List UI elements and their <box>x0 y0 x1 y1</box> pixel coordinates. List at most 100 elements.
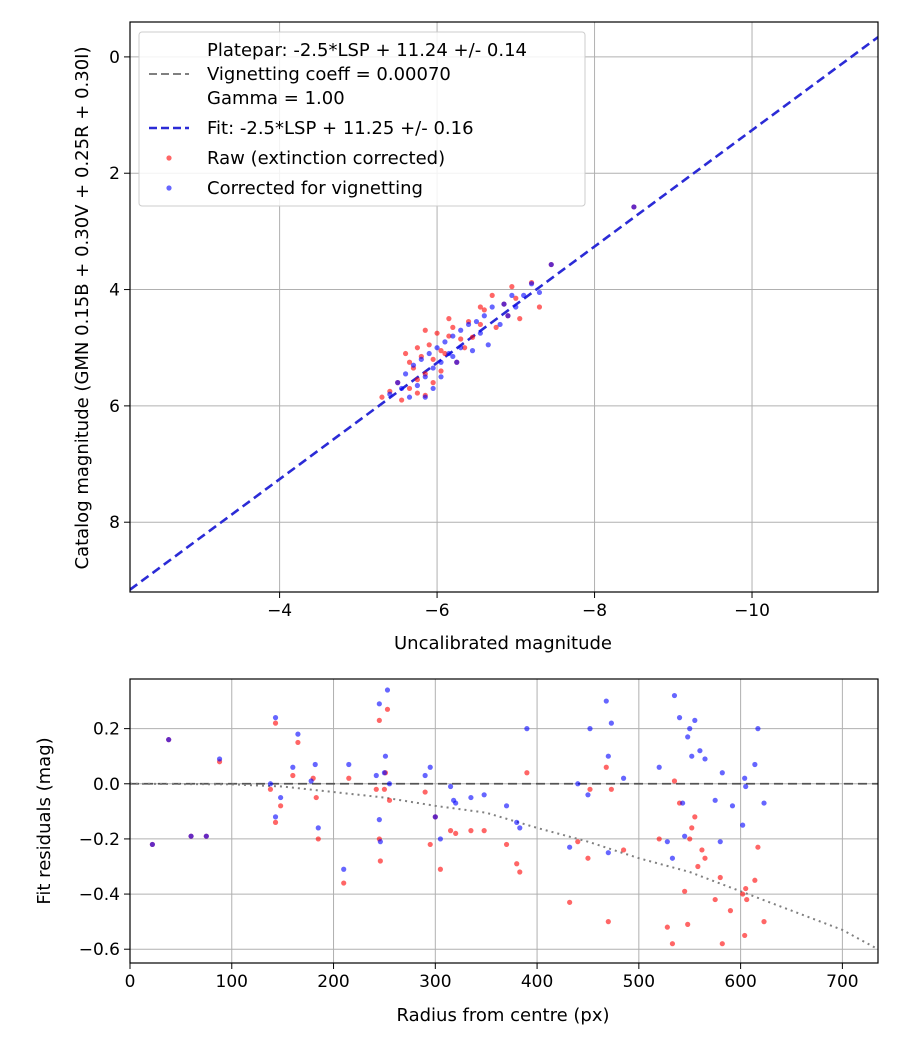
legend-corrected: Corrected for vignetting <box>207 178 423 199</box>
bot-raw-point <box>377 858 383 864</box>
bot-corrected-point <box>203 833 209 839</box>
top-raw-point <box>442 350 448 357</box>
bot-corrected-point <box>308 778 314 784</box>
bot-corrected-point <box>384 687 391 693</box>
bot-raw-point <box>742 932 748 939</box>
bot-corrected-point <box>376 817 382 823</box>
bot-corrected-point <box>373 772 379 779</box>
bot-corrected-point <box>437 836 443 842</box>
bottom-reference-lines <box>130 782 878 951</box>
top-corrected-point <box>430 385 436 392</box>
top-raw-point <box>477 321 483 328</box>
bot-corrected-point <box>605 753 611 759</box>
bot-raw-point <box>743 885 749 892</box>
bot-corrected-point <box>755 726 761 732</box>
top-raw-point <box>402 350 409 357</box>
top-plot-frame <box>129 21 879 593</box>
top-raw-point <box>406 385 413 392</box>
bot-corrected-point <box>587 726 593 732</box>
bot-corrected-point <box>278 794 284 801</box>
bot-corrected-point <box>740 822 746 828</box>
bot-corrected-point <box>656 764 662 770</box>
bot-corrected-point <box>295 731 301 737</box>
bot-x-tick-label: 500 <box>623 972 655 992</box>
bot-corrected-point <box>377 839 383 845</box>
bot-corrected-point <box>567 844 573 850</box>
top-corrected-point <box>450 333 456 339</box>
top-corrected-point <box>485 342 491 348</box>
top-raw-point <box>414 345 420 351</box>
bot-raw-point <box>313 794 319 801</box>
bot-raw-point <box>524 770 530 776</box>
top-raw-point <box>379 394 385 400</box>
top-raw-point <box>414 390 420 396</box>
bot-raw-point <box>603 764 609 770</box>
bot-raw-point <box>384 706 391 712</box>
legend-platepar: Platepar: -2.5*LSP + 11.24 +/- 0.14 <box>207 40 527 61</box>
bottom-grid <box>129 679 878 963</box>
top-x-tick-label: −8 <box>582 601 607 621</box>
bot-x-tick-label: 700 <box>826 972 858 992</box>
bot-corrected-point <box>447 783 454 790</box>
top-corrected-point <box>442 339 448 345</box>
bottom-x-axis-title: Radius from centre (px) <box>396 1005 609 1026</box>
bottom-y-axis-ticks: 0.2 0.0 −0.2 −0.4 −0.6 <box>79 720 130 960</box>
bot-x-tick-label: 200 <box>317 972 349 992</box>
bot-raw-point <box>692 814 698 820</box>
bot-corrected-point <box>664 839 670 845</box>
bot-raw-point <box>712 896 718 903</box>
bot-raw-point <box>587 786 593 792</box>
bot-corrected-point <box>761 800 767 806</box>
bottom-scatter-points <box>149 687 767 947</box>
bot-corrected-point <box>267 781 274 787</box>
top-corrected-point <box>422 394 428 400</box>
top-raw-point <box>509 284 515 290</box>
legend-raw: Raw (extinction corrected) <box>207 148 445 169</box>
legend-vignetting: Vignetting coeff = 0.00070 <box>207 64 451 85</box>
bot-corrected-point <box>680 800 686 806</box>
top-raw-point <box>422 327 428 333</box>
top-corrected-point <box>438 374 444 380</box>
top-raw-point <box>517 316 523 322</box>
legend: Platepar: -2.5*LSP + 11.24 +/- 0.14 Vign… <box>138 31 586 207</box>
bot-raw-point <box>702 855 708 861</box>
bot-raw-point <box>376 717 382 723</box>
bot-corrected-point <box>671 692 678 699</box>
bot-corrected-point <box>689 753 695 759</box>
bot-corrected-point <box>742 775 748 781</box>
bot-corrected-point <box>676 715 683 721</box>
bot-corrected-point <box>752 761 758 768</box>
bot-corrected-point <box>432 814 438 820</box>
bot-raw-point <box>346 775 352 781</box>
top-raw-point <box>438 368 444 374</box>
top-corrected-point <box>446 350 452 357</box>
bot-raw-point <box>605 919 611 925</box>
bot-x-tick-label: 100 <box>216 972 248 992</box>
bot-raw-point <box>727 908 734 914</box>
top-corrected-point <box>528 281 535 287</box>
top-corrected-point <box>414 382 420 389</box>
bot-x-tick-label: 300 <box>419 972 451 992</box>
top-y-tick-label: 2 <box>109 164 120 184</box>
bot-corrected-point <box>712 797 718 803</box>
top-x-axis-ticks: −4 −6 −8 −10 <box>267 592 770 621</box>
top-y-axis-ticks: 0 2 4 6 8 <box>109 48 130 533</box>
top-corrected-point <box>402 371 409 377</box>
legend-raw-swatch <box>166 155 172 161</box>
bot-raw-point <box>755 844 761 850</box>
top-corrected-point <box>521 292 527 298</box>
bot-corrected-point <box>503 803 510 809</box>
bot-corrected-point <box>453 800 459 806</box>
top-y-axis-title: Catalog magnitude (GMN 0.15B + 0.30V + 0… <box>72 46 93 569</box>
top-y-tick-label: 8 <box>109 513 120 533</box>
bot-y-tick-label: 0.0 <box>93 775 120 795</box>
legend-box <box>138 31 586 207</box>
bot-raw-point <box>272 819 279 825</box>
bot-raw-point <box>689 825 695 831</box>
bot-line-vignetting-model <box>130 782 878 951</box>
top-corrected-point <box>406 394 413 400</box>
top-corrected-point <box>509 292 515 298</box>
bot-x-tick-label: 0 <box>125 972 136 992</box>
bot-raw-point <box>373 786 379 792</box>
